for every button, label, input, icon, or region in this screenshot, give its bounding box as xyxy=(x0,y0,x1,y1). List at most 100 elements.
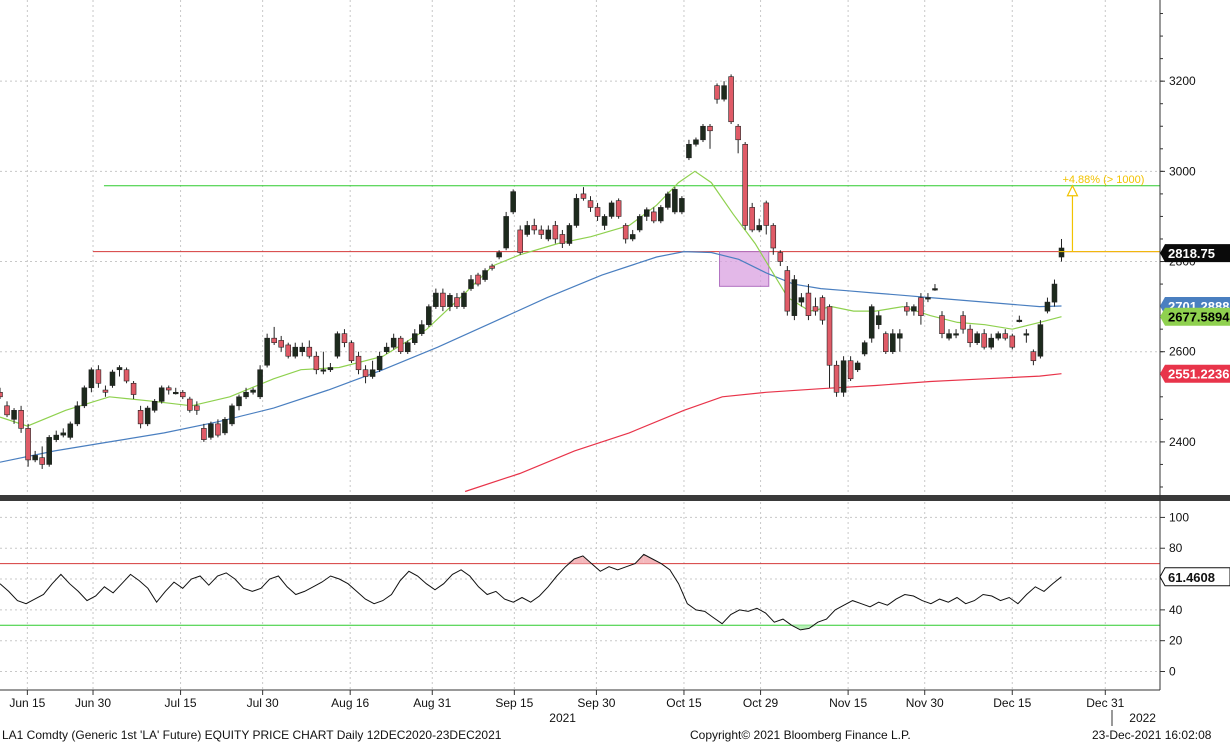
target-arrow: +4.88% (> 1000) xyxy=(1058,174,1160,253)
x-tick-label: Aug 16 xyxy=(331,696,369,710)
candle xyxy=(503,211,509,251)
candle xyxy=(995,331,1002,341)
candle xyxy=(334,331,341,359)
candle xyxy=(784,266,791,316)
candle-body xyxy=(594,207,601,217)
candle-body xyxy=(925,297,931,300)
candle-body xyxy=(749,207,755,231)
candle xyxy=(967,324,973,348)
candle-body xyxy=(426,306,432,325)
candle xyxy=(271,326,277,345)
candle xyxy=(172,387,179,395)
candle xyxy=(763,200,770,235)
candle-body xyxy=(995,333,1002,339)
candle xyxy=(960,311,966,334)
candle xyxy=(658,205,664,224)
candle-body xyxy=(67,423,74,438)
candle xyxy=(679,196,685,215)
candle xyxy=(447,293,453,312)
candle-body xyxy=(468,279,474,289)
candle xyxy=(292,342,299,359)
rsi-line xyxy=(0,553,1062,631)
candle xyxy=(454,293,460,309)
candle xyxy=(749,202,755,233)
candle-body xyxy=(482,270,488,280)
candle-body xyxy=(32,455,38,461)
candle xyxy=(552,220,559,244)
candle-body xyxy=(573,198,580,226)
candle-body xyxy=(419,324,425,334)
candle xyxy=(608,200,615,219)
candle xyxy=(355,351,362,375)
candle xyxy=(419,320,425,336)
candle-body xyxy=(454,297,460,307)
candle xyxy=(777,250,784,267)
candle-body xyxy=(1030,351,1037,362)
candle-body xyxy=(60,432,67,436)
candle-body xyxy=(601,216,608,226)
candle xyxy=(397,335,404,354)
candle xyxy=(180,390,186,400)
ma-short-last-tag xyxy=(1160,307,1230,326)
candle xyxy=(67,421,74,440)
rsi-last-tag xyxy=(1159,567,1230,587)
candle-body xyxy=(622,225,629,240)
candle xyxy=(735,124,741,154)
candle-body xyxy=(278,340,284,348)
candle xyxy=(257,365,263,400)
candle-body xyxy=(320,369,327,372)
x-tick-label: Oct 29 xyxy=(743,696,779,710)
chart-canvas: +4.88% (> 1000) 240026002800300032000204… xyxy=(0,0,1230,726)
y-tick-label: 3000 xyxy=(1169,164,1196,178)
candle-body xyxy=(447,295,453,307)
candle xyxy=(833,360,840,397)
candle-body xyxy=(854,362,861,371)
candle xyxy=(1044,297,1051,314)
candle xyxy=(137,405,144,429)
candle-body xyxy=(222,419,228,434)
candle-body xyxy=(868,306,875,339)
candle xyxy=(278,335,284,352)
candle xyxy=(946,329,952,341)
candle xyxy=(1030,349,1037,366)
candle xyxy=(1051,279,1058,307)
candle-body xyxy=(299,346,306,353)
candle-body xyxy=(791,279,798,316)
candle xyxy=(151,399,158,413)
candle xyxy=(517,225,523,255)
candle-body xyxy=(180,391,186,398)
candle-body xyxy=(229,405,235,425)
x-tick-label: Jul 30 xyxy=(247,696,279,710)
candle xyxy=(433,288,439,309)
ticker-description: LA1 Comdty (Generic 1st 'LA' Future) EQU… xyxy=(2,728,502,742)
main-panel-grid xyxy=(0,0,1230,726)
candle-body xyxy=(116,367,123,371)
candle-body xyxy=(404,342,411,353)
candle-body xyxy=(510,191,516,213)
candle-body xyxy=(651,211,657,222)
timestamp-text: 23-Dec-2021 16:02:08 xyxy=(1092,728,1212,742)
x-tick-label: Aug 31 xyxy=(413,696,451,710)
candle-body xyxy=(679,198,685,213)
candle xyxy=(826,304,833,388)
candle xyxy=(651,207,657,224)
candle-body xyxy=(489,265,495,269)
candle-body xyxy=(95,369,102,384)
candle-body xyxy=(763,202,770,226)
candle xyxy=(531,218,538,235)
candle-body xyxy=(292,346,299,357)
candle xyxy=(313,351,320,375)
candle-body xyxy=(130,382,137,395)
candle xyxy=(636,214,643,233)
x-tick-label: Sep 15 xyxy=(495,696,533,710)
rsi-oversold-fill xyxy=(809,625,818,629)
target-arrowhead xyxy=(1066,184,1079,197)
candle xyxy=(925,293,931,303)
candle xyxy=(545,225,552,242)
candle-body xyxy=(1058,247,1065,258)
candle xyxy=(721,81,727,102)
background xyxy=(0,0,1230,726)
candle-body xyxy=(559,234,566,244)
candle xyxy=(566,223,573,246)
candle xyxy=(109,369,116,388)
